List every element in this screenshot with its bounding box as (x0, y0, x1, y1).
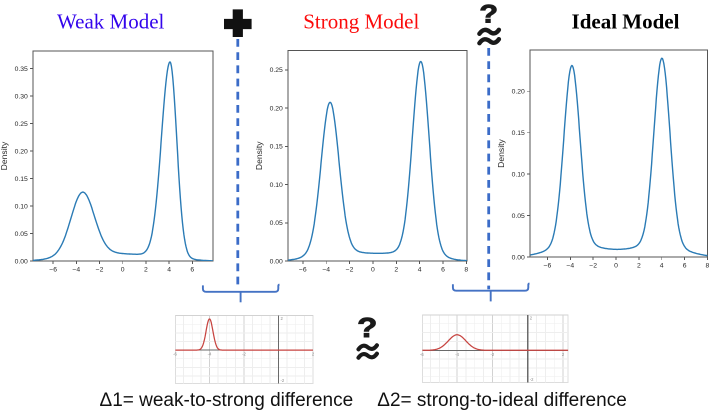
svg-text:8: 8 (464, 267, 468, 274)
svg-text:0.15: 0.15 (15, 176, 28, 183)
svg-text:−2: −2 (346, 267, 354, 274)
svg-text:0.20: 0.20 (512, 89, 525, 96)
svg-text:?: ? (479, 0, 498, 28)
svg-text:Density: Density (496, 138, 506, 167)
svg-text:-4: -4 (208, 352, 212, 357)
svg-text:2: 2 (312, 352, 315, 357)
svg-text:0.25: 0.25 (270, 67, 283, 74)
svg-text:0.00: 0.00 (270, 258, 283, 265)
svg-text:2: 2 (637, 263, 641, 270)
svg-text:−4: −4 (322, 267, 330, 274)
svg-text:-6: -6 (173, 352, 177, 357)
svg-text:0.00: 0.00 (15, 258, 28, 265)
svg-text:0.10: 0.10 (512, 172, 525, 179)
svg-text:4: 4 (418, 267, 422, 274)
svg-text:2: 2 (394, 267, 398, 274)
svg-text:0.30: 0.30 (15, 94, 28, 101)
svg-text:8: 8 (706, 263, 710, 270)
svg-text:−6: −6 (299, 267, 307, 274)
svg-text:4: 4 (167, 267, 171, 274)
svg-text:0.20: 0.20 (270, 105, 283, 112)
svg-text:-4: -4 (455, 352, 459, 357)
svg-text:0.15: 0.15 (512, 130, 525, 137)
svg-text:0.05: 0.05 (270, 220, 283, 227)
svg-text:0.20: 0.20 (15, 149, 28, 156)
svg-text:0.35: 0.35 (15, 66, 28, 73)
svg-text:0.15: 0.15 (270, 144, 283, 151)
svg-text:2: 2 (530, 316, 533, 321)
svg-text:0.25: 0.25 (15, 121, 28, 128)
svg-text:0.05: 0.05 (512, 213, 525, 220)
svg-text:Density: Density (254, 141, 264, 170)
svg-text:2: 2 (144, 267, 148, 274)
svg-text:Δ2= strong-to-ideal difference: Δ2= strong-to-ideal difference (377, 390, 626, 411)
svg-text:0.10: 0.10 (270, 182, 283, 189)
svg-text:Weak Model: Weak Model (57, 10, 165, 34)
svg-text:0.05: 0.05 (15, 231, 28, 238)
svg-text:−6: −6 (544, 263, 552, 270)
svg-text:Ideal Model: Ideal Model (572, 10, 680, 34)
svg-text:−2: −2 (589, 263, 597, 270)
svg-text:0.00: 0.00 (512, 254, 525, 261)
svg-text:-6: -6 (420, 352, 424, 357)
svg-text:-2: -2 (491, 352, 495, 357)
svg-text:2: 2 (281, 316, 284, 321)
svg-text:Strong Model: Strong Model (303, 10, 419, 34)
svg-text:2: 2 (562, 352, 565, 357)
svg-text:?: ? (357, 312, 377, 343)
svg-text:−6: −6 (49, 267, 57, 274)
svg-text:-2: -2 (530, 377, 534, 382)
svg-text:6: 6 (683, 263, 687, 270)
svg-text:Density: Density (0, 141, 9, 170)
svg-text:-2: -2 (281, 378, 285, 383)
svg-text:Δ1= weak-to-strong difference: Δ1= weak-to-strong difference (100, 390, 354, 411)
svg-text:6: 6 (190, 267, 194, 274)
svg-text:−2: −2 (96, 267, 104, 274)
svg-text:-2: -2 (242, 352, 246, 357)
svg-text:0: 0 (121, 267, 125, 274)
svg-text:4: 4 (660, 263, 664, 270)
svg-text:6: 6 (441, 267, 445, 274)
svg-text:0: 0 (614, 263, 618, 270)
svg-text:−4: −4 (566, 263, 574, 270)
svg-text:−4: −4 (72, 267, 80, 274)
svg-text:0.10: 0.10 (15, 203, 28, 210)
svg-text:0: 0 (371, 267, 375, 274)
